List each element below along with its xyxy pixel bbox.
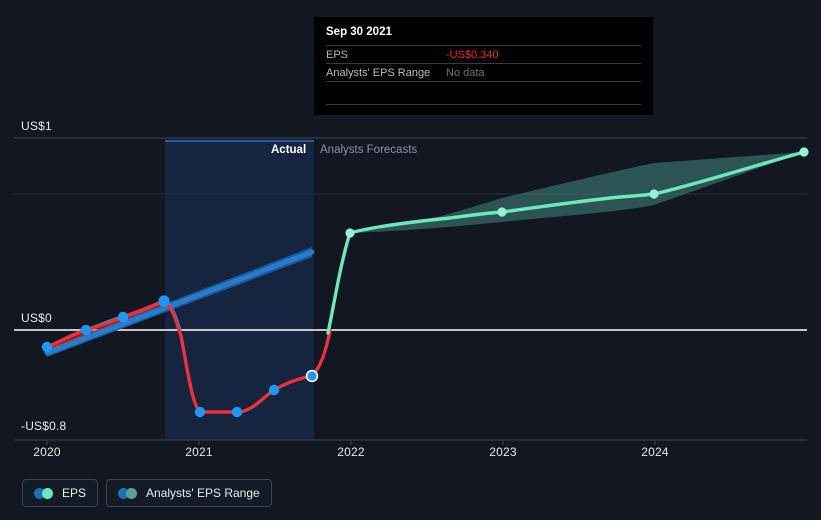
tooltip-range-key: Analysts' EPS Range [326,66,431,79]
data-point[interactable] [194,406,206,418]
data-point[interactable] [231,406,243,418]
tooltip-title: Sep 30 2021 [326,26,641,46]
data-point[interactable] [649,189,659,199]
analysts-range-swatch-icon [118,487,138,499]
chart-legend: EPS Analysts' EPS Range [22,479,272,507]
data-point[interactable] [345,228,355,238]
x-axis-label-2024: 2024 [641,445,669,459]
eps-actual-trend-line [44,249,315,356]
data-point[interactable] [268,384,280,396]
region-label-actual: Actual [271,144,307,156]
data-point[interactable] [158,295,170,307]
x-axis-label-2022: 2022 [337,445,365,459]
chart-tooltip: Sep 30 2021 EPS -US$0.340 Analysts' EPS … [314,17,653,115]
highlight-band [165,140,314,440]
legend-item-analysts-range[interactable]: Analysts' EPS Range [106,479,272,507]
data-point[interactable] [80,324,92,336]
data-point[interactable] [799,147,809,157]
data-point[interactable] [117,311,129,323]
tooltip-row-eps: EPS -US$0.340 [326,46,641,64]
x-axis-label-2021: 2021 [185,445,213,459]
y-axis-label-zero: US$0 [21,311,52,325]
highlight-band-top-accent [165,140,314,142]
tooltip-eps-key: EPS [326,48,349,61]
x-axis-label-2020: 2020 [33,445,61,459]
tooltip-range-value: No data [446,66,485,79]
legend-label-eps: EPS [62,486,87,500]
y-axis-label-bottom: -US$0.8 [21,419,67,433]
data-point[interactable] [497,207,507,217]
y-axis-label-top: US$1 [21,119,52,133]
eps-actual-line-red [45,299,166,349]
tooltip-spacer [326,82,641,104]
eps-swatch-icon [34,487,54,499]
legend-item-eps[interactable]: EPS [22,479,99,507]
analysts-range-area [350,152,804,233]
tooltip-footer-rule [326,104,641,106]
tooltip-row-range: Analysts' EPS Range No data [326,64,641,82]
region-label-forecast: Analysts Forecasts [320,144,418,156]
eps-actual-markers[interactable] [41,295,319,418]
data-point[interactable] [41,341,53,353]
analysts-forecast-line [326,150,806,335]
tooltip-eps-value: -US$0.340 [446,48,499,61]
legend-label-analysts-range: Analysts' EPS Range [146,486,260,500]
analysts-forecast-markers[interactable] [345,147,809,238]
x-axis-label-2023: 2023 [489,445,517,459]
data-point-selected[interactable] [305,369,319,383]
